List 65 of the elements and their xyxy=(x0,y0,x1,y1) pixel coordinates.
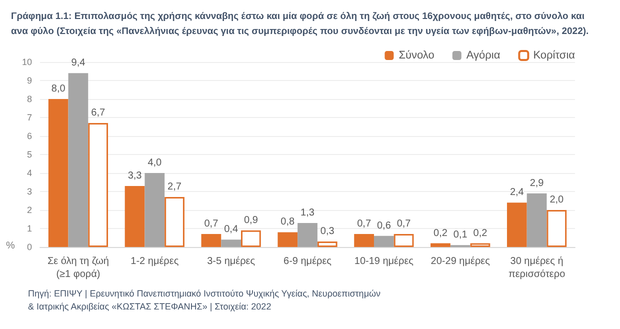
data-label: 9,4 xyxy=(71,58,86,69)
data-label: 0,6 xyxy=(376,220,392,232)
bar xyxy=(164,197,184,247)
x-tick-label: Σε όλη τη ζωή (≥1 φορά) xyxy=(47,256,109,280)
data-label: 0,8 xyxy=(280,216,296,228)
data-label: 2,0 xyxy=(550,194,564,206)
data-label: 0,7 xyxy=(357,218,372,230)
bar xyxy=(144,173,165,247)
bar xyxy=(354,234,374,247)
bar xyxy=(88,123,108,247)
bar xyxy=(241,230,261,247)
x-tick-label: 6-9 ημέρες xyxy=(284,256,332,267)
y-tick-label: 10 xyxy=(22,57,32,67)
data-label: 0,2 xyxy=(473,228,488,239)
bar xyxy=(317,241,338,247)
y-axis-title: % xyxy=(6,240,15,252)
bar xyxy=(124,186,145,247)
data-label: 0,7 xyxy=(396,218,412,230)
data-label: 0,4 xyxy=(224,224,238,236)
data-label: 6,7 xyxy=(91,108,106,119)
x-tick-label: 1-2 ημέρες xyxy=(130,256,179,267)
bar xyxy=(278,232,298,247)
bar xyxy=(221,240,242,247)
data-label: 2,9 xyxy=(530,178,544,189)
y-tick-label: 7 xyxy=(26,112,32,122)
y-tick-label: 9 xyxy=(26,76,32,86)
data-label: 0,7 xyxy=(204,218,219,230)
bar xyxy=(298,222,318,247)
y-tick-label: 0 xyxy=(26,242,32,252)
x-tick-label: 3-5 ημέρες xyxy=(207,256,256,267)
data-label: 4,0 xyxy=(148,158,162,168)
bar xyxy=(546,210,567,247)
y-tick-label: 3 xyxy=(26,186,32,196)
bar xyxy=(68,73,88,247)
data-label: 0,9 xyxy=(244,214,258,226)
chart-title: Γράφημα 1.1: Επιπολασμός της χρήσης κάνναβης έστω και μία φορά σε όλη τη ζωή στους 16χρονους μαθητές, στο σύνολο και ανα φύλο (Στοιχεία της «Πανελλήνιας έρευνας για τις συμπεριφορές που συνδέονται με την υγεία των εφήβων-μαθητών», 2022). xyxy=(11,11,589,37)
text: Πηγή: ΕΠΙΨΥ | Ερευνητικό Πανεπιστημιακό Ινστιτούτο Ψυχικής Υγείας, Νευροεπιστημών & Ιατρικής Ακριβείας «ΚΩΣΤΑΣ ΣΤΕΦΑΝΗΣ» | Στοιχεία: 2022 xyxy=(28,288,382,312)
bar xyxy=(506,202,527,247)
data-label: 2,7 xyxy=(168,182,182,193)
y-tick-label: 8 xyxy=(26,94,32,104)
data-label: 0,1 xyxy=(453,230,468,241)
bar xyxy=(430,243,450,247)
y-tick-label: 4 xyxy=(26,168,32,178)
bar xyxy=(48,99,68,247)
data-label: 0,3 xyxy=(320,226,335,237)
bar xyxy=(526,193,547,247)
data-label: 8,0 xyxy=(51,84,66,94)
bar xyxy=(394,234,414,247)
x-tick-label: 20-29 ημέρες xyxy=(430,256,490,267)
legend-label: Σύνολο xyxy=(398,50,434,62)
legend-label: Κορίτσια xyxy=(533,50,576,62)
bar xyxy=(470,243,490,247)
data-label: 3,3 xyxy=(128,170,142,182)
bar xyxy=(374,236,394,247)
data-label: 1,3 xyxy=(300,207,315,218)
y-tick-label: 6 xyxy=(26,131,32,141)
y-tick-label: 1 xyxy=(26,224,32,234)
data-label: 2,4 xyxy=(510,187,524,198)
data-label: 0,2 xyxy=(434,228,448,239)
y-tick-label: 2 xyxy=(26,205,32,215)
y-tick-label: 5 xyxy=(26,150,32,160)
legend-label: Αγόρια xyxy=(466,50,501,62)
x-tick-label: 30 ημέρες ή περισσότερο xyxy=(508,256,566,280)
bar xyxy=(201,234,222,247)
x-tick-label: 10-19 ημέρες xyxy=(354,256,414,267)
